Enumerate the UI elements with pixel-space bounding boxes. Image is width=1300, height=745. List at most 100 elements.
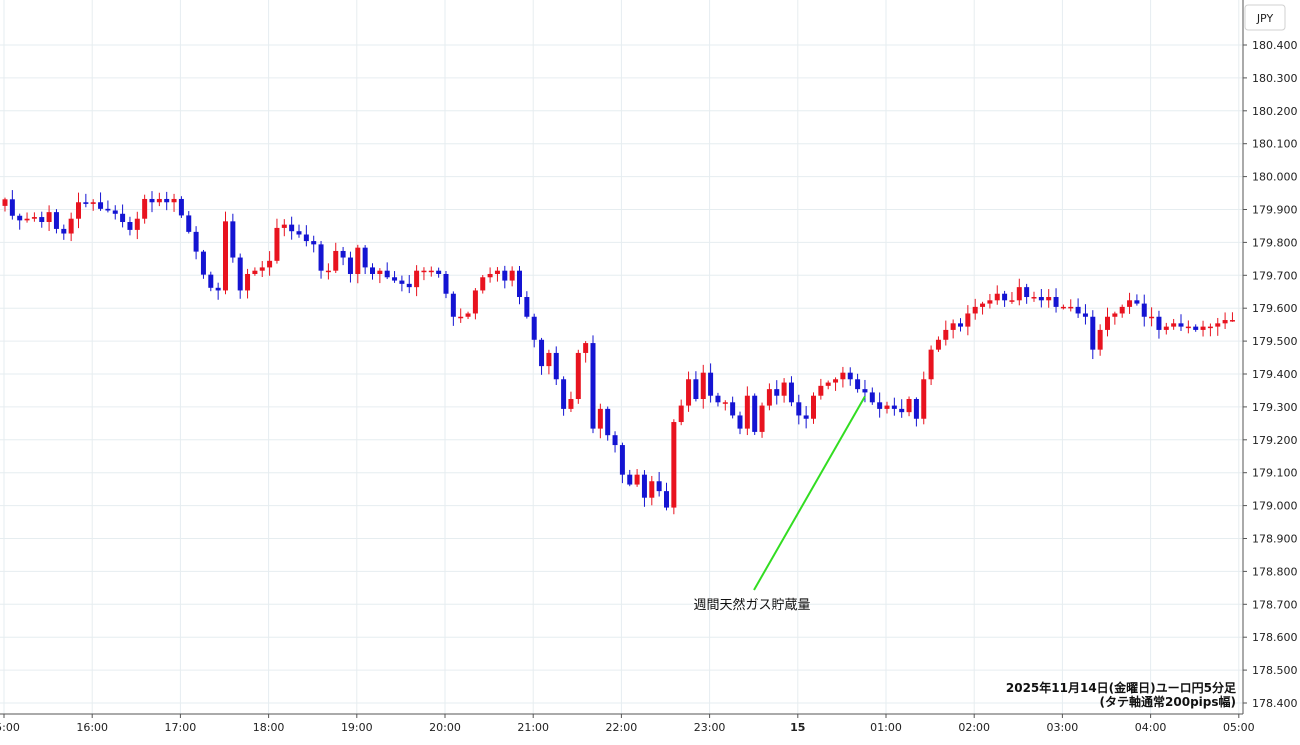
- candle-up: [90, 202, 96, 204]
- time-tick-label: 17:00: [165, 721, 197, 734]
- candle-down: [436, 270, 442, 274]
- chart-title: 2025年11月14日(金曜日)ユーロ円5分足: [1006, 680, 1236, 695]
- candle-up: [575, 352, 581, 400]
- candle-down: [98, 202, 104, 209]
- candle-down: [178, 198, 184, 216]
- candle-up: [156, 198, 162, 203]
- candle-down: [1090, 316, 1096, 350]
- axes: JPY: [0, 0, 1286, 715]
- candle-up: [840, 372, 846, 380]
- candle-down: [531, 316, 537, 340]
- price-tick-label: 178.800: [1252, 565, 1298, 578]
- candle-down: [399, 280, 405, 284]
- candle-down: [899, 408, 905, 413]
- candle-down: [362, 247, 368, 268]
- candle-down: [1082, 313, 1088, 317]
- candle-down: [1134, 300, 1140, 304]
- candle-down: [406, 283, 412, 288]
- candle-up: [1185, 326, 1191, 329]
- candle-up: [1068, 306, 1074, 309]
- time-tick-label: 04:00: [1135, 721, 1167, 734]
- candle-up: [325, 270, 331, 273]
- price-tick-label: 180.000: [1252, 171, 1298, 184]
- candle-up: [965, 313, 971, 327]
- candle-down: [392, 277, 398, 281]
- candle-up: [700, 372, 706, 400]
- price-tick-label: 179.900: [1252, 204, 1298, 217]
- candle-down: [612, 435, 618, 446]
- candle-down: [164, 198, 170, 203]
- candle-up: [1016, 287, 1022, 301]
- price-tick-label: 179.100: [1252, 467, 1298, 480]
- candle-up: [766, 389, 772, 406]
- candle-up: [884, 405, 890, 409]
- caption: 2025年11月14日(金曜日)ユーロ円5分足 (タテ軸通常200pips幅): [1006, 680, 1236, 709]
- candle-up: [223, 221, 228, 291]
- price-tick-label: 178.900: [1252, 533, 1298, 546]
- candle-up: [1097, 329, 1103, 350]
- candle-down: [1156, 316, 1162, 330]
- price-tick-label: 180.400: [1252, 39, 1298, 52]
- candle-up: [671, 422, 677, 508]
- candle-up: [68, 218, 74, 234]
- candle-down: [877, 402, 883, 409]
- candle-down: [524, 297, 530, 317]
- candle-up: [142, 198, 148, 219]
- candle-up: [994, 293, 1000, 301]
- candle-down: [803, 415, 809, 419]
- candle-up: [267, 260, 273, 268]
- candle-down: [891, 405, 897, 409]
- time-tick-label: 02:00: [958, 721, 990, 734]
- time-tick-label: 03:00: [1047, 721, 1079, 734]
- candle-up: [928, 349, 934, 380]
- candle-up: [281, 224, 287, 228]
- candle-up: [950, 323, 956, 330]
- candle-down: [619, 445, 625, 475]
- candle-down: [450, 293, 456, 317]
- candle-up: [811, 395, 816, 419]
- candle-up: [980, 303, 986, 307]
- annotation-label: 週間天然ガス貯蔵量: [693, 597, 810, 613]
- candle-up: [935, 339, 941, 350]
- price-tick-label: 179.300: [1252, 401, 1298, 414]
- price-tick-label: 178.400: [1252, 697, 1298, 710]
- candle-down: [1178, 323, 1184, 327]
- candle-down: [193, 231, 199, 252]
- price-tick-label: 179.700: [1252, 269, 1298, 282]
- candle-down: [61, 228, 67, 234]
- candle-up: [1009, 300, 1015, 302]
- candle-up: [649, 481, 655, 498]
- candle-up: [678, 405, 684, 423]
- candle-down: [1141, 303, 1147, 317]
- candle-up: [833, 379, 839, 383]
- candle-down: [796, 402, 802, 416]
- candle-down: [517, 270, 522, 298]
- price-tick-label: 179.600: [1252, 302, 1298, 315]
- price-tick-label: 180.300: [1252, 72, 1298, 85]
- candle-up: [583, 343, 589, 353]
- candle-up: [24, 218, 30, 221]
- price-tick-label: 179.500: [1252, 335, 1298, 348]
- annotation: 週間天然ガス貯蔵量: [693, 395, 866, 613]
- candle-up: [1060, 306, 1066, 309]
- candle-down: [318, 244, 324, 271]
- candle-down: [443, 273, 449, 294]
- candle-up: [428, 270, 434, 273]
- candle-up: [259, 267, 265, 271]
- grid-lines: [0, 0, 1243, 714]
- time-axis-ticks: 15:00 16:00 17:00 18:00 19:00 20:00 21:00 22:00…: [0, 714, 1255, 734]
- candle-up: [1046, 297, 1052, 301]
- candle-up: [972, 306, 978, 314]
- candle-down: [289, 224, 295, 232]
- candle-up: [597, 408, 603, 429]
- candle-down: [752, 395, 758, 432]
- candle-up: [1031, 297, 1037, 299]
- candle-up: [76, 202, 81, 219]
- candle-down: [208, 274, 214, 288]
- candle-up: [414, 270, 420, 288]
- time-tick-label: 16:00: [76, 721, 108, 734]
- candle-down: [215, 287, 221, 291]
- candle-up: [634, 474, 640, 485]
- candle-up: [31, 217, 37, 219]
- candle-down: [340, 250, 346, 258]
